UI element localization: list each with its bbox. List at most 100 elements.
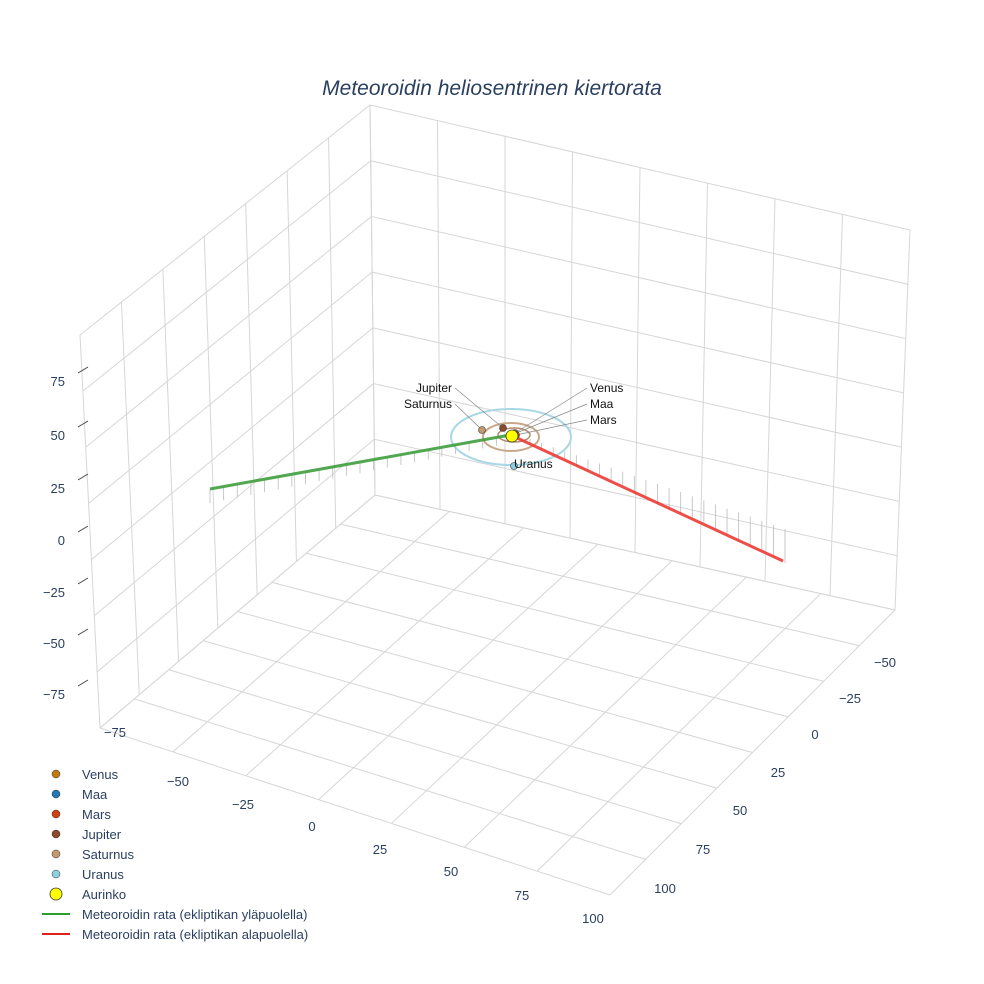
- legend-item-label: Saturnus: [82, 847, 135, 862]
- saturn-orbit: [482, 422, 540, 452]
- floor-gridline: [374, 494, 896, 611]
- z-tick-label: −25: [43, 585, 65, 600]
- floor-gridline: [391, 560, 673, 824]
- back-wall-gridline: [369, 104, 911, 231]
- legend-item-label: Meteoroidin rata (ekliptikan alapuolella…: [82, 927, 308, 942]
- left-wall-gridline: [120, 302, 140, 695]
- back-wall-gridline: [371, 215, 906, 340]
- legend-item-label: Mars: [82, 807, 111, 822]
- left-wall-gridline: [286, 170, 297, 562]
- left-wall-gridline: [85, 216, 372, 448]
- trajectory-below: [514, 435, 784, 563]
- z-tick-mark: [77, 366, 89, 374]
- planet-label-mars: Mars: [590, 413, 617, 427]
- back-wall-gridline: [372, 271, 904, 394]
- z-tick-mark: [77, 577, 89, 585]
- y-tick-label: 75: [696, 842, 710, 857]
- floor-gridline: [172, 511, 450, 753]
- back-wall-gridline: [372, 327, 902, 448]
- planet-label-maa: Maa: [590, 397, 614, 411]
- legend-item-label: Venus: [82, 767, 119, 782]
- legend-marker: [51, 849, 61, 859]
- left-wall-gridline: [88, 271, 373, 504]
- x-tick-label: −25: [232, 797, 254, 812]
- left-wall-gridline: [96, 438, 375, 673]
- x-tick-label: −75: [104, 725, 126, 740]
- left-wall-gridline: [162, 269, 180, 662]
- floor-gridline: [306, 552, 824, 682]
- planet-label-venus: Venus: [590, 381, 623, 395]
- floor-gridline: [245, 527, 524, 777]
- z-tick-label: −50: [43, 636, 65, 651]
- z-tick-mark: [77, 679, 89, 687]
- left-wall-gridline: [91, 327, 374, 560]
- planet-marker-jupiter: [499, 424, 507, 432]
- legend-marker: [51, 869, 61, 879]
- floor-gridline: [536, 593, 822, 872]
- z-tick-mark: [77, 628, 89, 636]
- y-tick-label: 50: [733, 803, 747, 818]
- legend-marker: [49, 887, 63, 901]
- floor-gridline: [318, 543, 599, 800]
- left-wall-gridline: [245, 203, 258, 595]
- floor-gridline: [237, 611, 753, 753]
- back-wall-gridline: [370, 160, 908, 285]
- label-leader-line: [454, 387, 504, 429]
- y-tick-label: −50: [874, 655, 896, 670]
- floor-gridline: [99, 494, 376, 729]
- floor-gridline: [340, 523, 860, 647]
- left-wall-gridline: [79, 334, 101, 729]
- planet-label-jupiter: Jupiter: [416, 381, 452, 395]
- left-wall-gridline: [79, 104, 371, 336]
- legend-marker: [51, 809, 61, 819]
- legend-marker: [51, 789, 61, 799]
- back-wall-gridline: [634, 167, 641, 553]
- label-leader-line: [514, 387, 588, 434]
- x-tick-label: 75: [515, 888, 529, 903]
- x-tick-label: 100: [582, 911, 604, 926]
- legend-marker: [51, 829, 61, 839]
- x-tick-label: 0: [308, 819, 315, 834]
- z-tick-label: −75: [43, 687, 65, 702]
- left-wall-gridline: [93, 383, 374, 617]
- floor-gridline: [99, 727, 611, 896]
- left-wall-gridline: [82, 160, 372, 392]
- back-wall-gridline: [369, 104, 376, 496]
- sun-marker: [505, 429, 519, 443]
- z-tick-mark: [77, 420, 89, 428]
- z-tick-mark: [77, 525, 89, 533]
- back-wall-gridline: [829, 214, 843, 596]
- back-wall-gridline: [569, 151, 573, 539]
- back-wall-gridline: [373, 383, 900, 502]
- left-wall-gridline: [328, 137, 337, 529]
- floor-gridline: [463, 576, 747, 848]
- floor-gridline: [609, 609, 896, 896]
- y-tick-label: 0: [811, 727, 818, 742]
- y-tick-label: −25: [839, 691, 861, 706]
- legend-item-label: Jupiter: [82, 827, 122, 842]
- legend-item-label: Aurinko: [82, 887, 126, 902]
- floor-gridline: [134, 698, 646, 860]
- chart-title: Meteoroidin heliosentrinen kiertorata: [322, 77, 662, 100]
- legend-item-label: Meteoroidin rata (ekliptikan yläpuolella…: [82, 907, 307, 922]
- label-leader-line: [515, 419, 588, 436]
- x-tick-label: 25: [373, 842, 387, 857]
- label-leader-line: [513, 403, 588, 435]
- y-tick-label: 100: [654, 881, 676, 896]
- z-tick-label: 0: [58, 533, 65, 548]
- planet-marker-saturnus: [478, 426, 486, 434]
- planet-label-saturnus: Saturnus: [404, 397, 452, 411]
- trajectory-above: [209, 433, 511, 491]
- back-wall-gridline: [437, 120, 441, 510]
- z-tick-label: 25: [51, 481, 65, 496]
- planet-label-uranus: Uranus: [514, 457, 553, 471]
- floor-gridline: [168, 669, 682, 825]
- z-tick-label: 50: [51, 428, 65, 443]
- x-tick-label: −50: [167, 774, 189, 789]
- back-wall-gridline: [699, 183, 708, 567]
- y-tick-label: 25: [771, 765, 785, 780]
- planet-marker-uranus: [510, 462, 518, 470]
- left-wall-gridline: [203, 236, 219, 629]
